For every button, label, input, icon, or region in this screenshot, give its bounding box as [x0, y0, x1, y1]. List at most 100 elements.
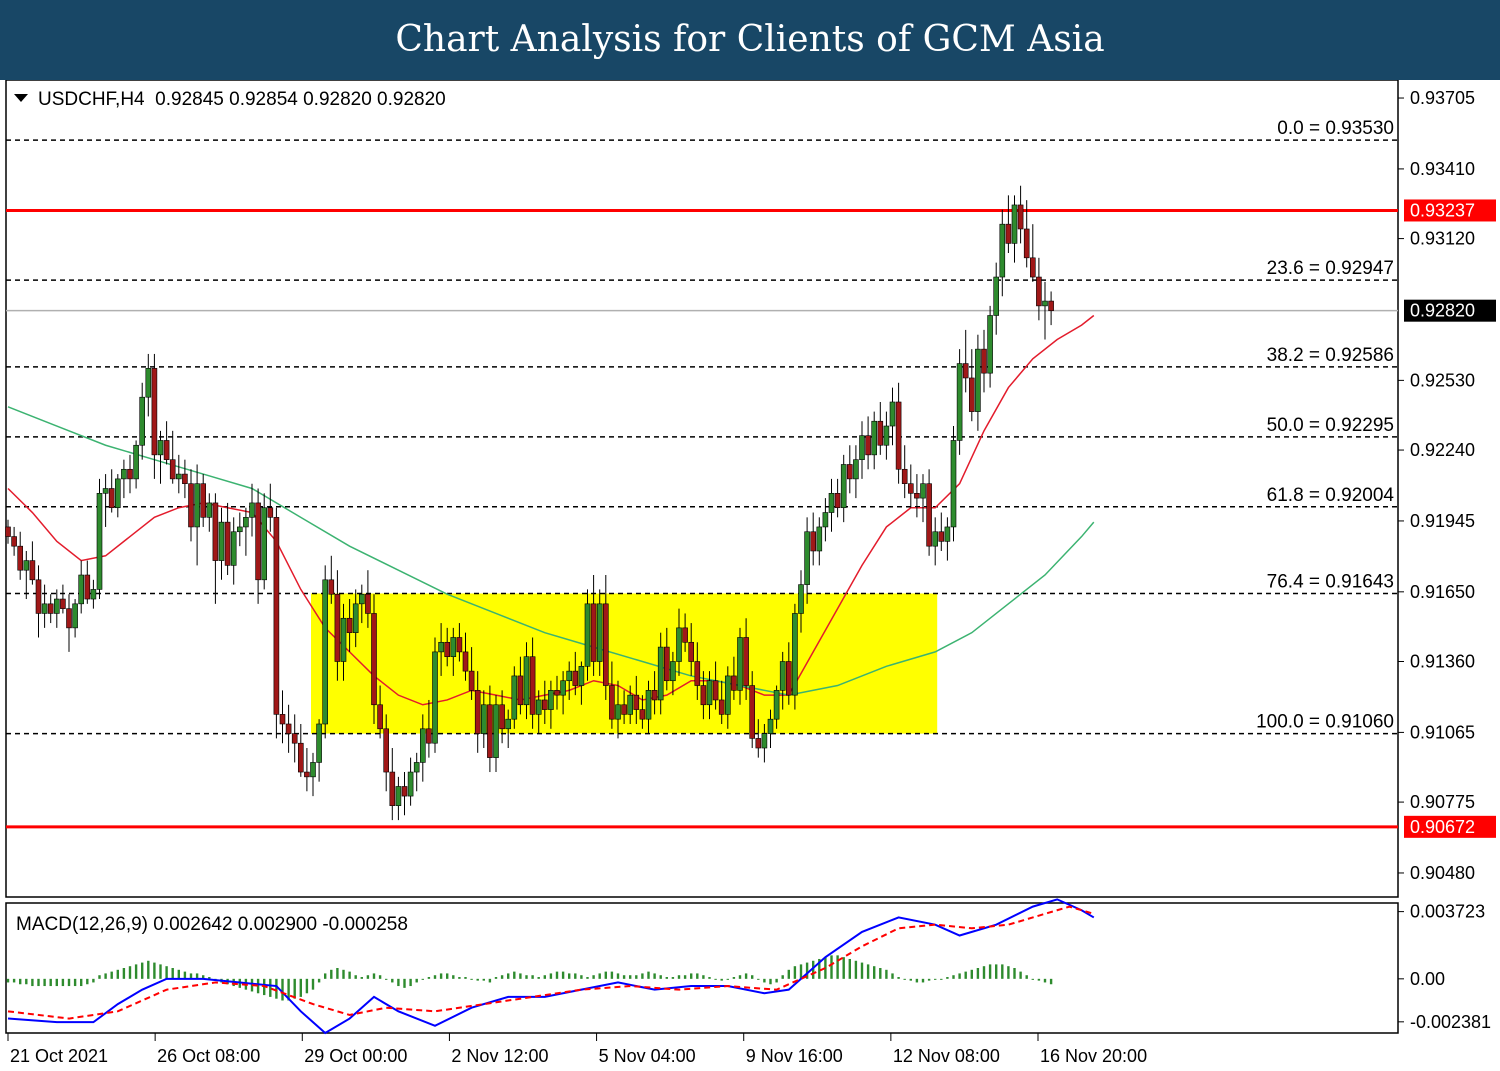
price-tick-label: 0.90775 [1410, 792, 1475, 812]
fib-label: 0.0 = 0.93530 [1277, 118, 1394, 139]
candle-body [749, 685, 756, 739]
macd-histogram-bar [458, 977, 461, 979]
macd-histogram-bar [995, 964, 998, 979]
macd-histogram-bar [568, 973, 571, 979]
candle-body [291, 733, 298, 744]
candle-body [163, 440, 170, 460]
candle-body [444, 641, 451, 658]
candle-body [1042, 300, 1048, 307]
candle-body [249, 502, 255, 518]
candle-body [426, 728, 432, 744]
macd-histogram-bar [799, 964, 803, 979]
candle-body [914, 493, 920, 499]
candle-body [755, 738, 762, 749]
candle-body [590, 603, 597, 662]
price-tick-label: 0.91065 [1410, 722, 1475, 742]
candle-body [413, 762, 420, 773]
macd-histogram-bar [622, 975, 626, 979]
candle-body [365, 593, 371, 614]
macd-histogram-bar [732, 977, 736, 979]
macd-histogram-bar [439, 973, 443, 979]
candle-body [1023, 228, 1030, 259]
fib-labels: 0.0 = 0.93530 23.6 = 0.92947 38.2 = 0.9258… [1256, 118, 1394, 733]
macd-tick-label: -0.002381 [1410, 1012, 1491, 1032]
dropdown-triangle-icon[interactable] [14, 94, 28, 102]
candle-body [261, 507, 268, 581]
candles [5, 185, 1054, 821]
candle-body [304, 771, 310, 778]
time-tick-label: 26 Oct 08:00 [157, 1046, 260, 1066]
macd-histogram-bar [500, 975, 504, 979]
candle-body [72, 603, 78, 629]
candle-body [11, 536, 17, 547]
candle-body [78, 574, 84, 605]
time-tick-label: 5 Nov 04:00 [599, 1046, 696, 1066]
macd-histogram-bar [787, 969, 790, 979]
macd-histogram-bar [482, 978, 485, 981]
candle-body [615, 704, 621, 720]
macd-histogram-bar [415, 978, 418, 983]
candle-body [383, 728, 390, 773]
candle-body [450, 637, 457, 658]
candle-body [151, 368, 158, 456]
candle-body [944, 526, 951, 542]
candle-body [651, 690, 658, 701]
candle-body [578, 666, 585, 686]
macd-histogram-bar [934, 978, 937, 980]
macd-histogram-bar [470, 978, 473, 980]
price-tick-label: 0.91650 [1410, 582, 1475, 602]
candle-body [883, 425, 890, 446]
candle-body [358, 593, 365, 605]
candle-body [17, 545, 24, 571]
candle-body [224, 521, 231, 566]
macd-histogram-bar [342, 969, 345, 979]
macd-histogram-bar [476, 978, 479, 981]
macd-histogram-bar [433, 975, 437, 979]
candle-body [340, 617, 347, 662]
macd-histogram-bar [988, 964, 992, 979]
macd-histogram-bar [80, 978, 83, 987]
macd-histogram-bar [940, 978, 943, 980]
candle-body [285, 723, 292, 734]
candle-body [29, 560, 36, 581]
price-levels [6, 139, 1398, 829]
candle-body [243, 517, 249, 528]
macd-histogram-bar [976, 968, 980, 979]
price-tag [1404, 299, 1496, 322]
macd-histogram-bar [757, 978, 760, 980]
macd-histogram-bar [6, 978, 10, 983]
macd-histogram-bar [519, 973, 522, 979]
macd-histogram-bar [525, 975, 528, 979]
macd-histogram-bar [683, 975, 687, 979]
macd-histogram-bar [586, 977, 589, 979]
macd-histogram-bar [92, 978, 95, 983]
macd-histogram-bar [549, 973, 553, 979]
macd-histogram-bar [336, 968, 339, 979]
candle-body [456, 637, 463, 653]
candle-body [743, 637, 749, 686]
macd-histogram-bar [842, 957, 845, 979]
fib-label: 100.0 = 0.91060 [1256, 712, 1394, 733]
macd-histogram-bar [464, 977, 467, 979]
time-tick-label: 21 Oct 2021 [10, 1046, 108, 1066]
price-tick-label: 0.91945 [1410, 511, 1475, 531]
macd-histogram-bar [775, 978, 778, 983]
macd-tick-label: 0.00 [1410, 969, 1445, 989]
candle-body [480, 704, 487, 734]
candle-body [194, 483, 200, 528]
macd-histogram-bar [1001, 964, 1004, 979]
price-tag-label: 0.92820 [1410, 301, 1475, 321]
candle-body [956, 363, 963, 441]
macd-histogram-bar [391, 978, 394, 983]
macd-histogram-bar [897, 977, 900, 979]
price-tick-label: 0.92240 [1410, 440, 1475, 460]
candle-body [663, 646, 670, 682]
macd-histogram-bar [98, 975, 101, 979]
macd-histogram-bar [915, 978, 919, 983]
macd-histogram-bar [49, 978, 52, 987]
candle-body [718, 699, 725, 715]
candle-body [505, 718, 512, 730]
candle-body [889, 401, 896, 427]
candle-body [267, 507, 274, 518]
candle-body [1017, 204, 1024, 230]
